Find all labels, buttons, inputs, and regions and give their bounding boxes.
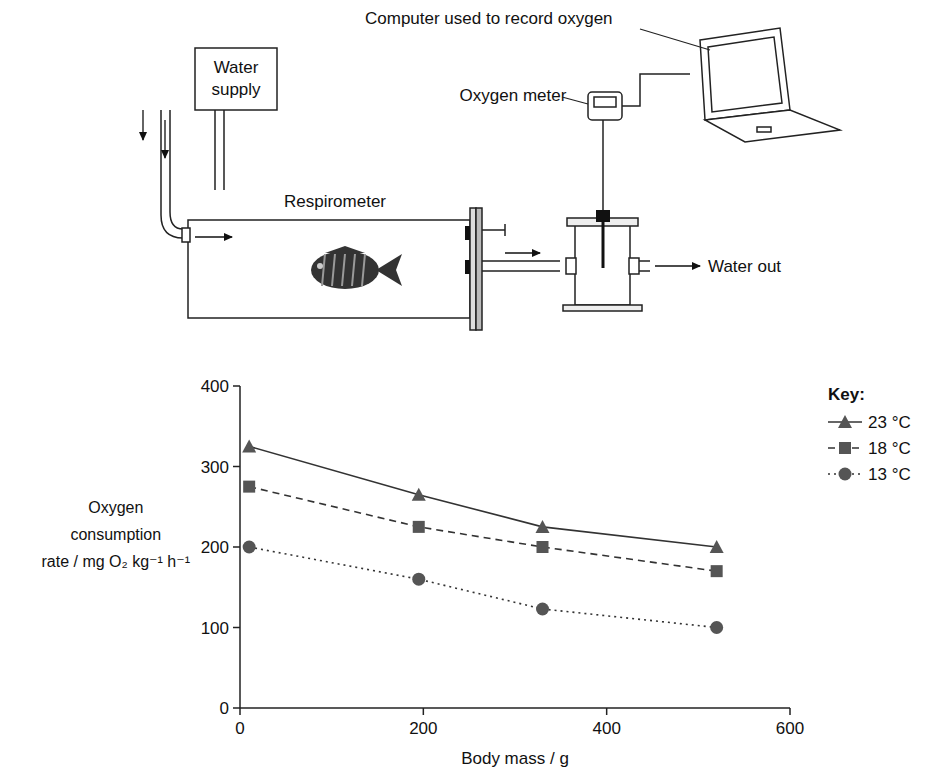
series-line [249,487,717,572]
data-point [242,439,256,452]
trackpad [757,127,771,132]
data-point [536,602,549,615]
fish-fin [325,246,365,253]
legend-label: 23 °C [868,413,911,432]
y-tick-label: 400 [201,377,229,396]
seal [465,226,470,240]
outlet [639,261,650,271]
y-tick [233,707,240,709]
respirometer [188,220,470,318]
y-tick-label: 300 [201,458,229,477]
data-point [537,541,549,553]
y-axis-title: Oxygen [88,499,143,516]
chart: 0 100 200 300 400 0 200 400 600 Body mass / g Oxyg… [42,377,911,768]
x-tick-label: 0 [235,719,244,738]
flow-arrow [655,265,700,266]
data-point [710,621,723,634]
probe [602,222,605,268]
fish-eye [317,263,323,269]
flow-arrow [164,120,165,158]
laptop-screen [700,28,790,120]
y-tick [233,385,240,387]
x-tick [239,708,241,715]
x-tick-label: 600 [776,719,804,738]
chamber-port [629,258,639,274]
laptop-display [708,37,782,112]
fish-stripe [342,254,345,286]
laptop-base [705,110,840,142]
flow-arrow [505,252,540,253]
data-point [536,520,550,533]
fish [311,246,402,289]
probe-cap [596,210,610,222]
legend-label: 13 °C [868,465,911,484]
respirometer-label: Respirometer [284,192,386,211]
data-point [412,488,426,501]
valve [482,224,505,236]
inlet [182,228,190,242]
legend-title: Key: [828,385,865,404]
leader-line [640,29,710,50]
pipe [215,110,224,190]
apparatus-diagram: Water supply Respirometer Water out Oxygen m… [143,9,840,330]
x-axis [240,707,790,709]
tube [482,261,560,271]
water-supply-label: Water [214,58,259,77]
seal [465,260,470,274]
x-tick [606,708,608,715]
series-line [249,547,717,628]
water-supply-box [195,48,277,110]
fish-stripe [362,254,365,286]
data-point [243,481,255,493]
data-point [711,565,723,577]
computer-label: Computer used to record oxygen [365,9,613,28]
legend-marker [839,442,851,454]
fish-stripe [352,254,355,286]
plot-area [242,439,724,634]
legend: Key:23 °C 18 °C 13 °C [828,385,911,484]
y-tick [233,627,240,629]
flange [476,208,482,330]
water-supply-label: supply [211,80,261,99]
leader-line [562,97,588,104]
x-tick-label: 200 [409,719,437,738]
y-tick-label: 100 [201,619,229,638]
pipe [161,110,183,238]
fish-tail [376,254,402,286]
legend-label: 18 °C [868,439,911,458]
fish-stripe [322,254,325,286]
meter-screen [594,97,616,107]
page: Water supply Respirometer Water out Oxygen m… [0,0,930,782]
water-out-label: Water out [708,257,781,276]
chamber-base [563,305,642,311]
data-point [243,541,256,554]
fish-body [311,251,379,289]
legend-marker [839,468,852,481]
series-line [249,446,717,547]
y-axis-title: rate / mg O₂ kg⁻¹ h⁻¹ [42,553,190,570]
data-point [412,573,425,586]
y-tick-label: 200 [201,538,229,557]
x-axis-title: Body mass / g [461,749,569,768]
data-point [710,540,724,553]
flow-arrow [195,236,232,237]
cable [622,74,690,106]
x-tick [789,708,791,715]
y-axis-title: consumption [70,526,161,543]
y-tick [233,466,240,468]
flange [470,208,476,330]
chamber-port [566,258,576,274]
cable [602,120,604,210]
y-tick-label: 0 [220,699,229,718]
y-tick [233,546,240,548]
x-tick [423,708,425,715]
x-tick-label: 400 [592,719,620,738]
data-point [413,521,425,533]
flow-arrow [142,110,143,140]
oxygen-meter-label: Oxygen meter [460,86,567,105]
fish-stripe [332,254,335,286]
oxygen-meter [588,92,622,120]
legend-marker [838,415,852,428]
